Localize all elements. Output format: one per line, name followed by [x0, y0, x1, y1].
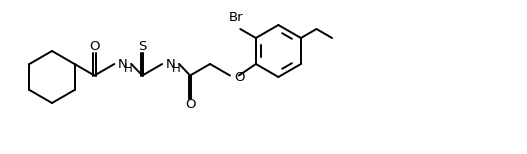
Text: H: H	[172, 61, 181, 75]
Text: S: S	[138, 40, 147, 53]
Text: O: O	[185, 98, 196, 111]
Text: H: H	[124, 61, 133, 75]
Text: Br: Br	[229, 11, 243, 24]
Text: O: O	[234, 71, 245, 84]
Text: N: N	[118, 57, 127, 71]
Text: O: O	[89, 40, 100, 53]
Text: N: N	[165, 57, 175, 71]
